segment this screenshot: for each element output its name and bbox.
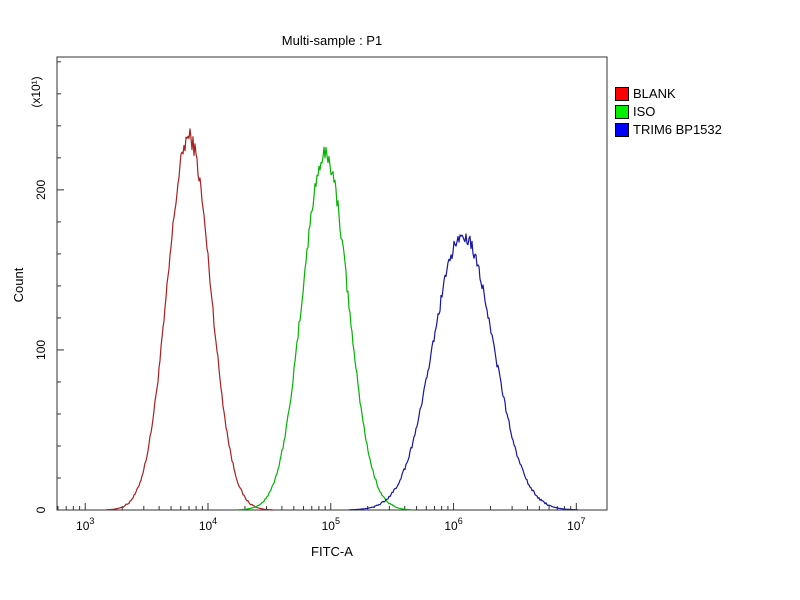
legend-swatch <box>615 86 629 101</box>
chart-title: Multi-sample : P1 <box>281 33 383 48</box>
x-tick-label: 106 <box>444 516 462 533</box>
x-tick-label: 104 <box>199 516 217 533</box>
legend-label: TRIM6 BP1532 <box>633 122 722 137</box>
legend-item: TRIM6 BP1532 <box>615 122 722 137</box>
series-curve-TRIM6-BP1532 <box>348 233 579 511</box>
x-tick-label: 105 <box>322 516 340 533</box>
series-curve-BLANK <box>105 128 274 511</box>
legend-item: BLANK <box>615 86 722 101</box>
series-curve-ISO <box>237 146 415 511</box>
x-axis-title: FITC-A <box>311 544 353 559</box>
x-tick-label: 103 <box>76 516 94 533</box>
legend-swatch <box>615 122 629 137</box>
plot-border <box>56 56 608 511</box>
legend-swatch <box>615 104 629 119</box>
x-tick-label: 107 <box>567 516 585 533</box>
y-tick-label: 200 <box>34 180 48 200</box>
y-tick-label: 0 <box>34 506 48 513</box>
legend-label: ISO <box>633 104 656 119</box>
legend: BLANK ISO TRIM6 BP1532 <box>615 86 722 140</box>
y-tick-label: 100 <box>34 340 48 360</box>
legend-label: BLANK <box>633 86 676 101</box>
legend-item: ISO <box>615 104 722 119</box>
